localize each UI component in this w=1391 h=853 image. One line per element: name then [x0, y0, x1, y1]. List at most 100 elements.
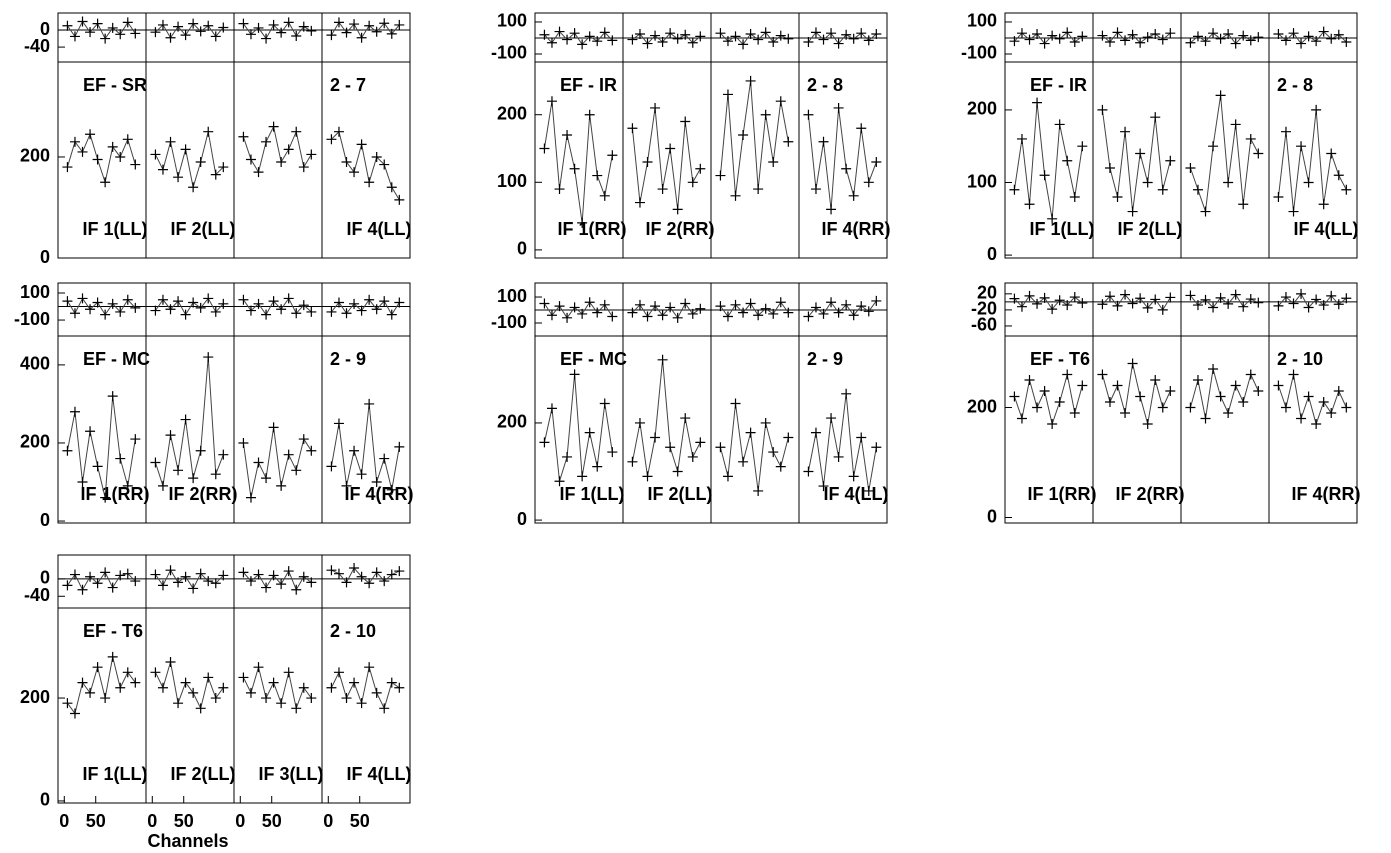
data-point: [283, 667, 294, 678]
data-line: [154, 661, 224, 710]
residual-line: [544, 30, 613, 46]
residual-point: [730, 31, 741, 42]
residual-point: [1062, 27, 1073, 38]
data-point: [253, 662, 264, 673]
data-point: [268, 121, 279, 132]
residual-point: [810, 302, 821, 313]
data-point: [77, 146, 88, 157]
residual-line: [155, 22, 224, 39]
residual-point: [283, 566, 294, 577]
residual-point: [245, 29, 256, 40]
data-point: [341, 693, 352, 704]
data-point: [680, 116, 691, 127]
residual-point: [1253, 297, 1264, 308]
residual-point: [599, 27, 610, 38]
residual-point: [157, 19, 168, 30]
residual-point: [1069, 292, 1080, 303]
residual-tick-label: -100: [14, 309, 50, 329]
data-point: [394, 441, 405, 452]
residual-point: [386, 28, 397, 39]
data-line: [330, 403, 400, 490]
residual-point: [1238, 30, 1249, 41]
residual-point: [1069, 36, 1080, 47]
residual-point: [722, 36, 733, 47]
residual-point: [195, 302, 206, 313]
residual-point: [1016, 28, 1027, 39]
data-point: [695, 437, 706, 448]
residual-point: [1326, 33, 1337, 44]
residual-point: [62, 296, 73, 307]
residual-point: [218, 298, 229, 309]
y-tick-label: 0: [517, 509, 527, 529]
data-point: [810, 184, 821, 195]
if-label: IF 4(RR): [345, 484, 414, 504]
residual-line: [1102, 31, 1171, 44]
residual-point: [1047, 304, 1058, 315]
residual-point: [1318, 26, 1329, 37]
data-point: [150, 457, 161, 468]
data-point: [775, 461, 786, 472]
residual-point: [1238, 301, 1249, 312]
residual-point: [85, 304, 96, 315]
y-tick-label: 0: [40, 510, 50, 530]
x-tick-label: 0: [147, 811, 157, 831]
data-point: [863, 177, 874, 188]
residual-point: [276, 27, 287, 38]
data-point: [1318, 397, 1329, 407]
residual-point: [1326, 290, 1337, 301]
data-point: [539, 143, 550, 154]
residual-line: [544, 301, 613, 319]
data-point: [546, 403, 557, 414]
data-point: [276, 480, 287, 491]
y-tick-label: 0: [40, 247, 50, 267]
data-point: [562, 129, 573, 140]
data-point: [730, 398, 741, 409]
data-line: [1277, 374, 1347, 426]
residual-line: [1014, 31, 1083, 45]
data-point: [1054, 397, 1065, 407]
residual-point: [1054, 33, 1065, 44]
residual-point: [1032, 298, 1043, 309]
data-point: [203, 672, 214, 683]
data-point: [77, 677, 88, 688]
data-point: [1097, 369, 1108, 380]
x-axis-label: Channels: [147, 831, 228, 851]
residual-point: [386, 309, 397, 320]
residual-point: [1192, 300, 1203, 311]
data-point: [180, 144, 191, 155]
data-point: [1142, 419, 1153, 429]
residual-point: [642, 311, 653, 322]
data-point: [100, 492, 111, 503]
residual-point: [394, 566, 405, 577]
data-point: [848, 190, 859, 201]
data-line: [1101, 363, 1171, 425]
residual-point: [665, 28, 676, 39]
residual-point: [1208, 28, 1219, 39]
residual-tick-label: -60: [971, 315, 997, 335]
residual-tick-label: -100: [491, 312, 527, 332]
data-point: [1135, 391, 1146, 402]
data-point: [165, 136, 176, 147]
data-point: [379, 159, 390, 170]
data-point: [333, 418, 344, 429]
if-label: IF 1(RR): [1028, 484, 1097, 504]
residual-point: [306, 25, 317, 36]
data-line: [1189, 95, 1259, 212]
residual-point: [298, 571, 309, 582]
data-point: [650, 432, 661, 443]
residual-point: [1104, 291, 1115, 302]
residual-point: [77, 584, 88, 595]
data-point: [203, 352, 214, 363]
residual-point: [238, 294, 249, 305]
residual-point: [268, 19, 279, 30]
data-point: [768, 447, 779, 458]
residual-point: [569, 28, 580, 39]
residual-point: [92, 297, 103, 308]
residual-line: [1278, 30, 1347, 45]
residual-point: [245, 305, 256, 316]
residual-point: [276, 579, 287, 590]
residual-point: [1273, 28, 1284, 39]
data-point: [745, 75, 756, 86]
residual-point: [863, 35, 874, 46]
data-point: [730, 190, 741, 201]
